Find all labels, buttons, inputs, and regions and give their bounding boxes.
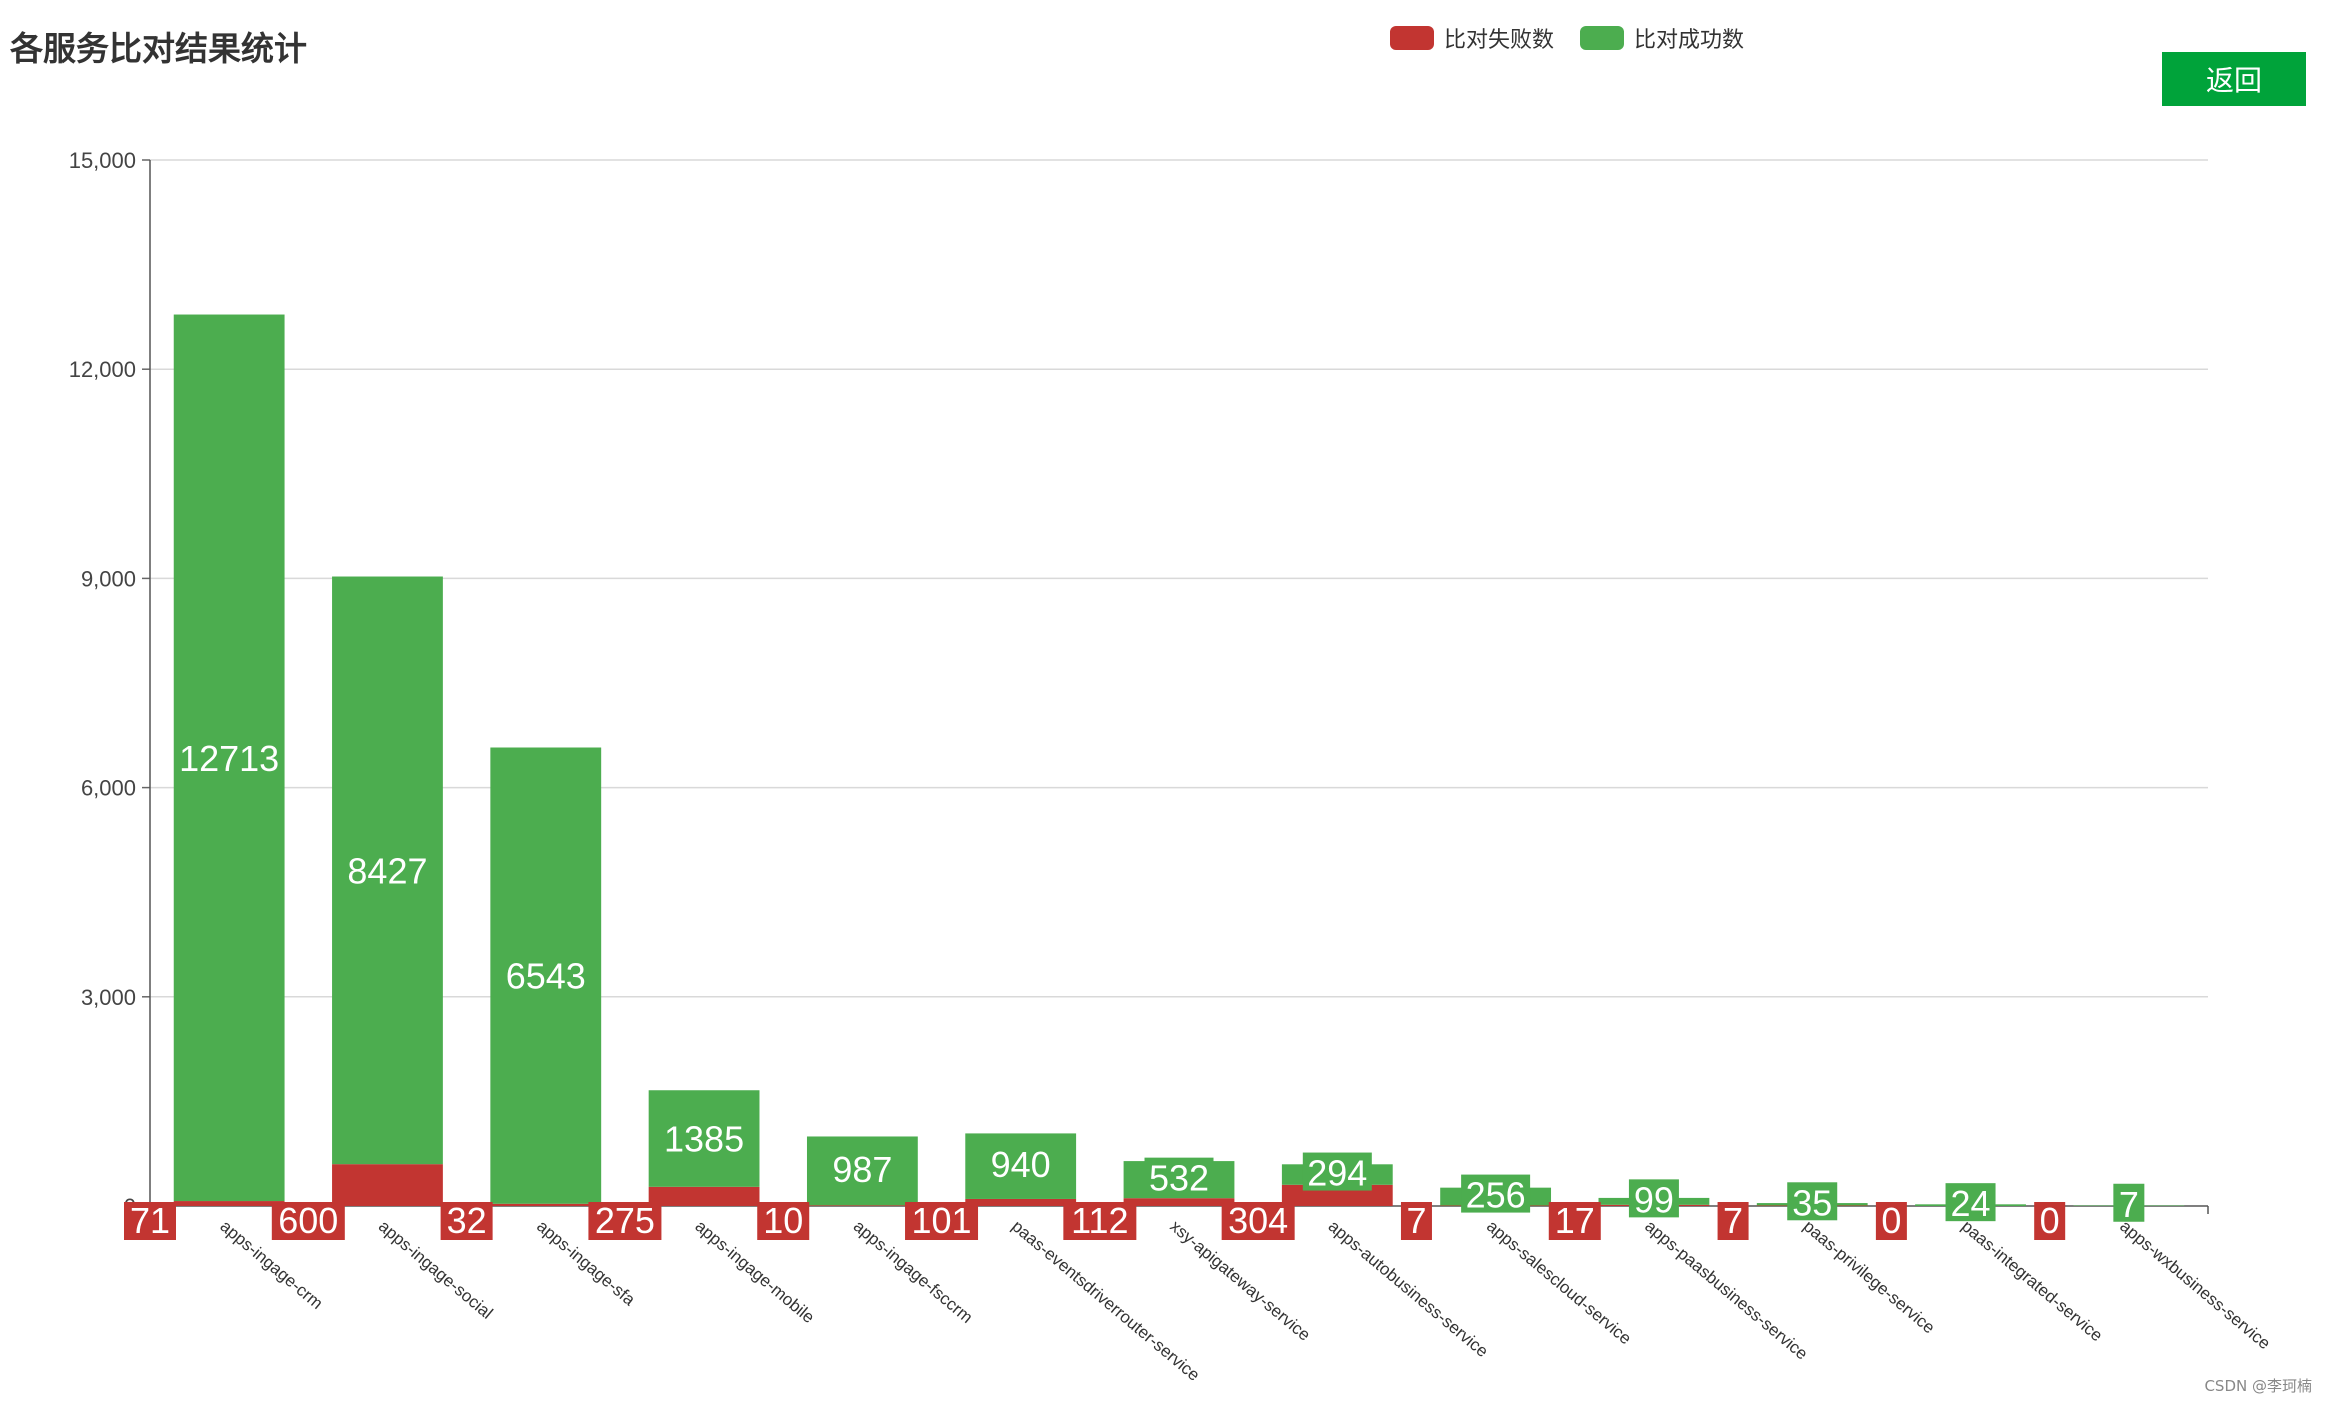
- success-data-label: 12713: [179, 738, 279, 779]
- success-label-bg: [2113, 1183, 2145, 1222]
- legend-label-failed: 比对失败数: [1444, 28, 1555, 53]
- failed-data-label: 0: [2040, 1200, 2060, 1241]
- back-button[interactable]: 返回: [2162, 52, 2306, 106]
- bar-success: [490, 747, 602, 1204]
- failed-label-bg: [1063, 1202, 1137, 1240]
- x-category-label: paas-privilege-service: [1800, 1217, 1939, 1338]
- success-data-label: 6543: [506, 956, 586, 997]
- y-tick-label: 6,000: [81, 776, 136, 801]
- failed-data-label: 10: [763, 1200, 803, 1241]
- bar-success: [965, 1133, 1077, 1199]
- success-data-label: 99: [1634, 1179, 1674, 1220]
- legend-swatch-failed: [1390, 26, 1434, 50]
- x-category-label: paas-integrated-service: [1958, 1217, 2106, 1346]
- y-tick-label: 3,000: [81, 985, 136, 1010]
- legend-swatch-success: [1580, 26, 1625, 50]
- success-label-bg: [1144, 1157, 1214, 1196]
- legend-label-success: 比对成功数: [1634, 28, 1745, 53]
- failed-data-label: 32: [447, 1200, 487, 1241]
- failed-data-label: 112: [1071, 1200, 1128, 1241]
- success-data-label: 294: [1307, 1153, 1367, 1194]
- x-category-label: apps-wxbusiness-service: [2116, 1217, 2274, 1354]
- success-label-bg: [1461, 1174, 1531, 1213]
- bar-failed: [173, 1201, 285, 1206]
- chart-legend: 比对失败数 比对成功数: [1390, 22, 1744, 54]
- success-data-label: 35: [1792, 1182, 1832, 1223]
- bar-success: [173, 314, 285, 1202]
- failed-data-label: 101: [911, 1200, 971, 1241]
- failed-label-bg: [1875, 1202, 1907, 1240]
- bar-failed: [965, 1198, 1077, 1206]
- x-category-label: paas-eventsdriverrouter-service: [1008, 1217, 1203, 1385]
- failed-label-bg: [588, 1202, 662, 1240]
- failed-data-label: 304: [1228, 1200, 1288, 1241]
- success-data-label: 24: [1951, 1183, 1991, 1224]
- failed-label-bg: [440, 1202, 493, 1240]
- failed-label-bg: [1548, 1202, 1601, 1240]
- bar-success: [806, 1136, 918, 1206]
- legend-item-failed[interactable]: 比对失败数: [1390, 22, 1554, 54]
- legend-item-success[interactable]: 比对成功数: [1580, 22, 1744, 54]
- bar-success: [332, 576, 443, 1165]
- failed-label-bg: [905, 1202, 979, 1240]
- success-label-bg: [1945, 1183, 1996, 1222]
- bar-failed: [490, 1203, 602, 1206]
- y-tick-label: 9,000: [81, 566, 136, 591]
- failed-data-label: 7: [1406, 1200, 1426, 1241]
- success-label-bg: [1787, 1182, 1838, 1221]
- failed-label-bg: [1400, 1202, 1432, 1240]
- success-data-label: 256: [1466, 1175, 1526, 1216]
- success-data-label: 8427: [347, 850, 427, 891]
- success-data-label: 1385: [664, 1119, 744, 1160]
- bar-success: [648, 1090, 760, 1187]
- success-data-label: 7: [2119, 1184, 2139, 1225]
- bar-failed: [806, 1205, 918, 1206]
- y-tick-label: 12,000: [69, 357, 136, 382]
- failed-data-label: 17: [1555, 1200, 1595, 1241]
- failed-label-bg: [757, 1202, 810, 1240]
- failed-label-bg: [1221, 1202, 1295, 1240]
- failed-label-bg: [271, 1202, 345, 1240]
- success-label-bg: [1302, 1152, 1372, 1191]
- y-tick-label: 15,000: [69, 148, 136, 173]
- bar-failed: [332, 1164, 443, 1206]
- bar-failed: [648, 1186, 760, 1206]
- failed-label-bg: [124, 1202, 176, 1240]
- success-label-bg: [1628, 1179, 1679, 1218]
- page-title: 各服务比对结果统计: [10, 29, 307, 68]
- bar-failed: [1123, 1198, 1235, 1206]
- failed-data-label: 0: [1881, 1200, 1901, 1241]
- failed-data-label: 71: [130, 1200, 170, 1241]
- watermark: CSDN @李珂楠: [2204, 1377, 2312, 1395]
- failed-data-label: 275: [595, 1200, 655, 1241]
- failed-data-label: 7: [1723, 1200, 1743, 1241]
- success-data-label: 940: [991, 1144, 1051, 1185]
- failed-label-bg: [2034, 1202, 2066, 1240]
- success-data-label: 532: [1149, 1158, 1209, 1199]
- success-data-label: 987: [832, 1149, 892, 1190]
- failed-label-bg: [1717, 1202, 1749, 1240]
- failed-data-label: 600: [278, 1200, 338, 1241]
